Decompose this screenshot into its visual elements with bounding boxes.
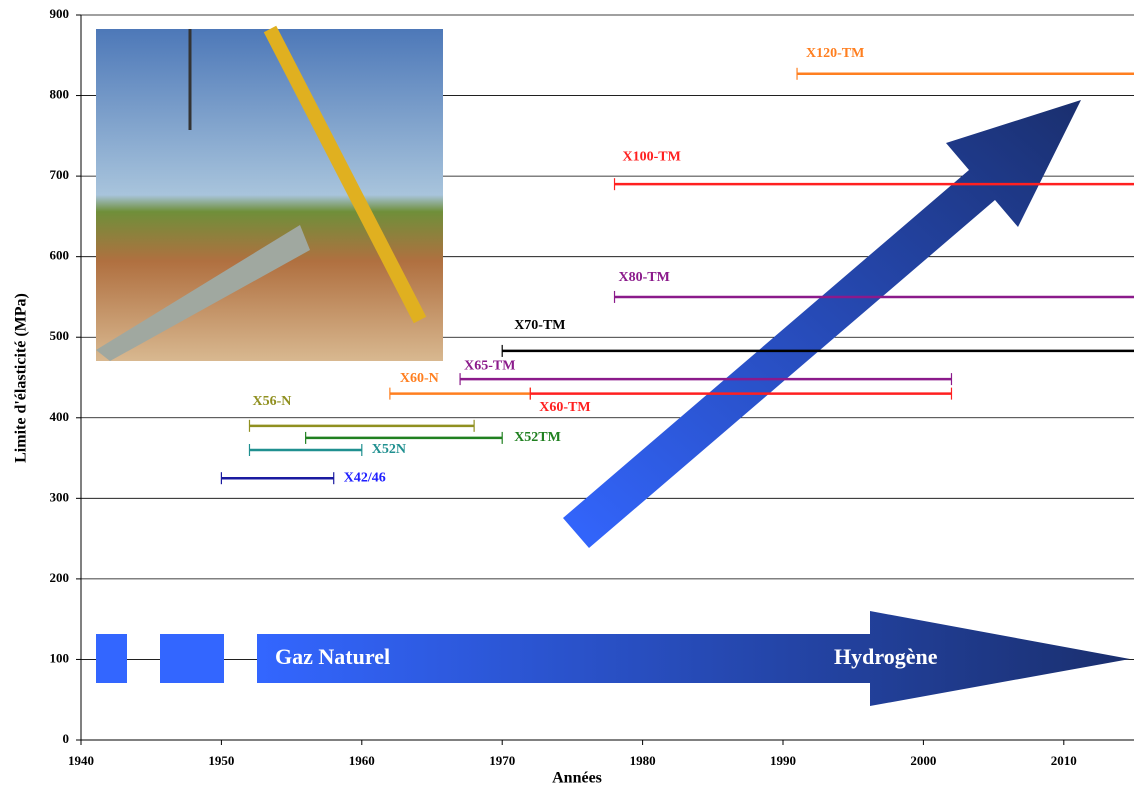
series-label: X80-TM — [619, 270, 670, 285]
series-label: X70-TM — [514, 318, 565, 333]
series-label: X100-TM — [623, 149, 681, 164]
series-label: X42/46 — [344, 470, 386, 485]
series-label: X56-N — [252, 394, 291, 409]
y-tick-label: 700 — [50, 167, 70, 182]
y-tick-label: 900 — [50, 6, 70, 21]
series-label: X65-TM — [464, 358, 515, 373]
trend-arrow — [563, 100, 1081, 548]
y-tick-label: 600 — [50, 248, 70, 263]
series-label: X52TM — [514, 430, 561, 445]
x-tick-label: 2000 — [910, 753, 936, 768]
timeline-block — [96, 634, 127, 683]
y-axis-label: Limite d'élasticité (MPa) — [13, 293, 30, 463]
series-label: X120-TM — [806, 46, 864, 61]
x-axis-label: Années — [552, 770, 602, 787]
x-tick-label: 1950 — [208, 753, 234, 768]
chart: Gaz Naturel Hydrogène 0 100 200 300 400 500 60… — [0, 0, 1134, 790]
series-label: X60-TM — [539, 400, 590, 415]
y-tick-label: 200 — [50, 570, 70, 585]
timeline-block — [160, 634, 224, 683]
annotation: Gaz Naturel — [275, 644, 390, 669]
x-tick-label: 1990 — [770, 753, 796, 768]
y-tick-label: 0 — [63, 731, 70, 746]
x-tick-label: 1980 — [630, 753, 656, 768]
y-tick-label: 300 — [50, 489, 70, 504]
series-label: X52N — [372, 442, 406, 457]
x-tick-label: 1960 — [349, 753, 375, 768]
y-tick-label: 800 — [50, 87, 70, 102]
y-tick-label: 100 — [50, 650, 70, 665]
x-tick-label: 1940 — [68, 753, 94, 768]
y-tick-label: 500 — [50, 328, 70, 343]
x-tick-label: 2010 — [1051, 753, 1077, 768]
annotation: Hydrogène — [834, 644, 938, 669]
series-label: X60-N — [400, 371, 439, 386]
y-tick-label: 400 — [50, 409, 70, 424]
x-tick-label: 1970 — [489, 753, 515, 768]
pipeline-photo — [96, 29, 443, 361]
